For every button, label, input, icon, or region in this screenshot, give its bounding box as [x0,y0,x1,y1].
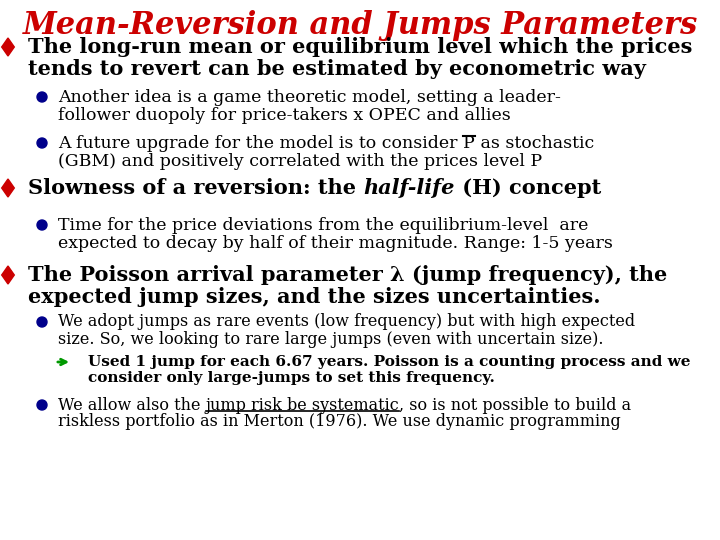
Circle shape [37,138,47,148]
Circle shape [37,400,47,410]
Polygon shape [1,266,14,284]
Text: follower duopoly for price-takers x OPEC and allies: follower duopoly for price-takers x OPEC… [58,106,510,124]
Text: A future upgrade for the model is to consider: A future upgrade for the model is to con… [58,134,463,152]
Text: (H) concept: (H) concept [454,178,601,198]
Text: (GBM) and positively correlated with the prices level P: (GBM) and positively correlated with the… [58,152,542,170]
Text: half-life: half-life [364,178,454,198]
Text: Mean-Reversion and Jumps Parameters: Mean-Reversion and Jumps Parameters [22,10,698,41]
Text: Time for the price deviations from the equilibrium-level  are: Time for the price deviations from the e… [58,217,588,233]
Text: consider only large-jumps to set this frequency.: consider only large-jumps to set this fr… [88,371,495,385]
Polygon shape [1,38,14,56]
Text: We allow also the: We allow also the [58,396,206,414]
Circle shape [37,92,47,102]
Text: as stochastic: as stochastic [474,134,594,152]
Text: P: P [463,134,474,152]
Circle shape [37,220,47,230]
Polygon shape [1,179,14,197]
Text: tends to revert can be estimated by econometric way: tends to revert can be estimated by econ… [28,59,646,79]
Text: riskless portfolio as in Merton (1976). We use dynamic programming: riskless portfolio as in Merton (1976). … [58,414,621,430]
Text: Used 1 jump for each 6.67 years. Poisson is a counting process and we: Used 1 jump for each 6.67 years. Poisson… [88,355,690,369]
Text: , so is not possible to build a: , so is not possible to build a [400,396,631,414]
Text: The long-run mean or equilibrium level which the prices: The long-run mean or equilibrium level w… [28,37,693,57]
Text: We adopt jumps as rare events (low frequency) but with high expected: We adopt jumps as rare events (low frequ… [58,314,635,330]
Circle shape [37,317,47,327]
Text: expected to decay by half of their magnitude. Range: 1-5 years: expected to decay by half of their magni… [58,234,613,252]
Text: Another idea is a game theoretic model, setting a leader-: Another idea is a game theoretic model, … [58,89,561,105]
Text: size. So, we looking to rare large jumps (even with uncertain size).: size. So, we looking to rare large jumps… [58,330,603,348]
Text: The Poisson arrival parameter λ (jump frequency), the: The Poisson arrival parameter λ (jump fr… [28,265,667,285]
Text: jump risk be systematic: jump risk be systematic [206,396,400,414]
Text: expected jump sizes, and the sizes uncertainties.: expected jump sizes, and the sizes uncer… [28,287,600,307]
Text: Slowness of a reversion: the: Slowness of a reversion: the [28,178,364,198]
